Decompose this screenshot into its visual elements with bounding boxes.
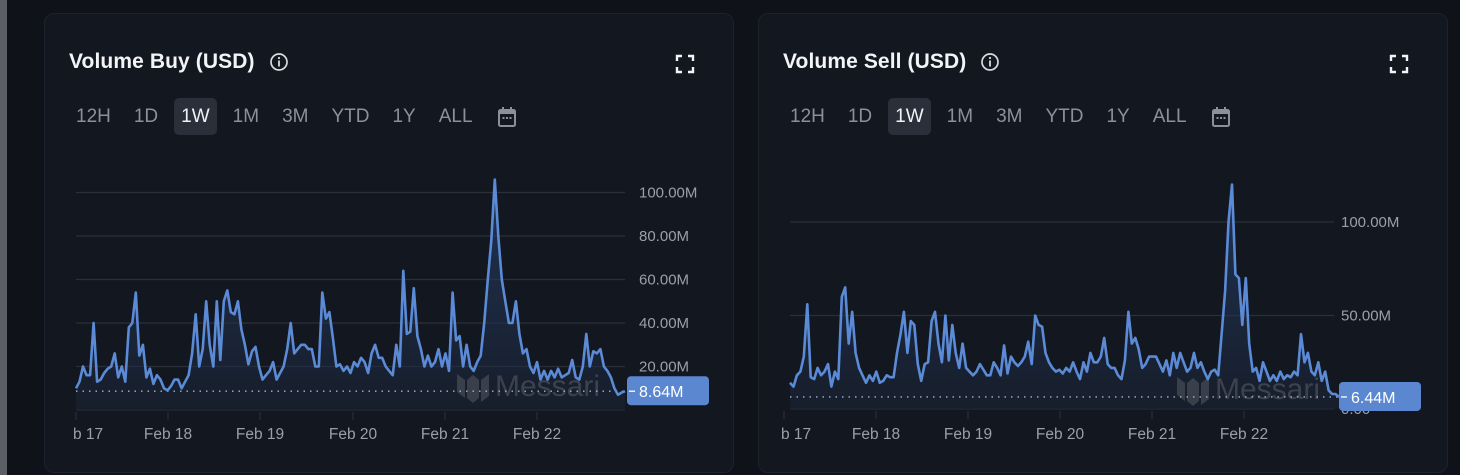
x-tick-label: Feb 18 [852, 426, 900, 443]
volume-buy-card: 20.00M 40.00M 60.00M 80.00M 100.00M b 17 Feb 1… [44, 13, 734, 473]
x-tick-label: b 17 [73, 426, 103, 443]
messari-logo-icon [1177, 377, 1209, 406]
info-circle-icon[interactable] [980, 52, 1000, 72]
series-area [76, 179, 625, 410]
current-value-label: 8.64M [639, 384, 683, 401]
x-tick-label: Feb 22 [513, 426, 561, 443]
badge-background [627, 376, 709, 406]
y-tick-label: 100.00M [639, 185, 697, 202]
current-value-badge: 8.64M [627, 376, 709, 406]
fullscreen-icon[interactable] [1389, 54, 1409, 74]
range-button-1w[interactable]: 1W [888, 98, 931, 135]
x-tick-label: b 17 [781, 426, 811, 443]
current-value-label: 6.44M [1351, 390, 1395, 407]
info-circle-icon[interactable] [269, 52, 289, 72]
y-tick-label: 40.00M [639, 315, 689, 332]
x-tick-label: Feb 21 [1128, 426, 1176, 443]
series-line [789, 183, 1340, 398]
y-tick-label: 100.00M [1341, 214, 1399, 231]
time-range-selector: 12H 1D 1W 1M 3M YTD 1Y ALL [69, 98, 517, 135]
range-button-ytd[interactable]: YTD [1038, 98, 1090, 135]
x-tick-label: Feb 20 [329, 426, 378, 443]
range-button-all[interactable]: ALL [1146, 98, 1194, 135]
y-tick-label: 80.00M [639, 228, 689, 245]
range-button-ytd[interactable]: YTD [324, 98, 376, 135]
calendar-icon[interactable] [497, 106, 517, 128]
y-tick-label: 60.00M [639, 272, 689, 289]
time-range-selector: 12H 1D 1W 1M 3M YTD 1Y ALL [783, 98, 1231, 135]
range-button-1d[interactable]: 1D [127, 98, 165, 135]
y-tick-label: 20.00M [639, 359, 689, 376]
range-button-12h[interactable]: 12H [69, 98, 118, 135]
current-value-badge: 6.44M [1339, 381, 1421, 411]
y-tick-label: 50.00M [1341, 308, 1391, 325]
badge-background [1339, 381, 1421, 411]
card-title: Volume Buy (USD) [69, 50, 255, 73]
range-button-1d[interactable]: 1D [841, 98, 879, 135]
window-edge-strip [0, 0, 7, 475]
x-tick-label: Feb 21 [421, 426, 469, 443]
range-button-1y[interactable]: 1Y [1099, 98, 1136, 135]
range-button-3m[interactable]: 3M [275, 98, 315, 135]
x-tick-label: Feb 22 [1220, 426, 1268, 443]
card-header: Volume Buy (USD) [69, 50, 289, 74]
range-button-12h[interactable]: 12H [783, 98, 832, 135]
range-button-3m[interactable]: 3M [989, 98, 1029, 135]
x-tick-label: Feb 18 [144, 426, 192, 443]
x-tick-label: Feb 19 [944, 426, 992, 443]
messari-watermark: Messari [457, 370, 600, 403]
series-area [790, 184, 1339, 409]
fullscreen-icon[interactable] [675, 54, 695, 74]
watermark-text: Messari [1215, 373, 1320, 406]
watermark-text: Messari [495, 370, 600, 403]
range-button-1w[interactable]: 1W [174, 98, 217, 135]
range-button-1m[interactable]: 1M [940, 98, 980, 135]
x-tick-label: Feb 19 [236, 426, 284, 443]
range-button-1m[interactable]: 1M [226, 98, 266, 135]
x-tick-label: Feb 20 [1036, 426, 1085, 443]
series-line [74, 178, 626, 397]
card-title: Volume Sell (USD) [783, 50, 967, 73]
messari-logo-icon [457, 374, 489, 403]
messari-watermark: Messari [1177, 373, 1320, 406]
range-button-all[interactable]: ALL [432, 98, 480, 135]
card-header: Volume Sell (USD) [783, 50, 1000, 74]
calendar-icon[interactable] [1211, 106, 1231, 128]
volume-buy-chart: 20.00M 40.00M 60.00M 80.00M 100.00M b 17 Feb 1… [73, 178, 709, 443]
range-button-1y[interactable]: 1Y [385, 98, 422, 135]
